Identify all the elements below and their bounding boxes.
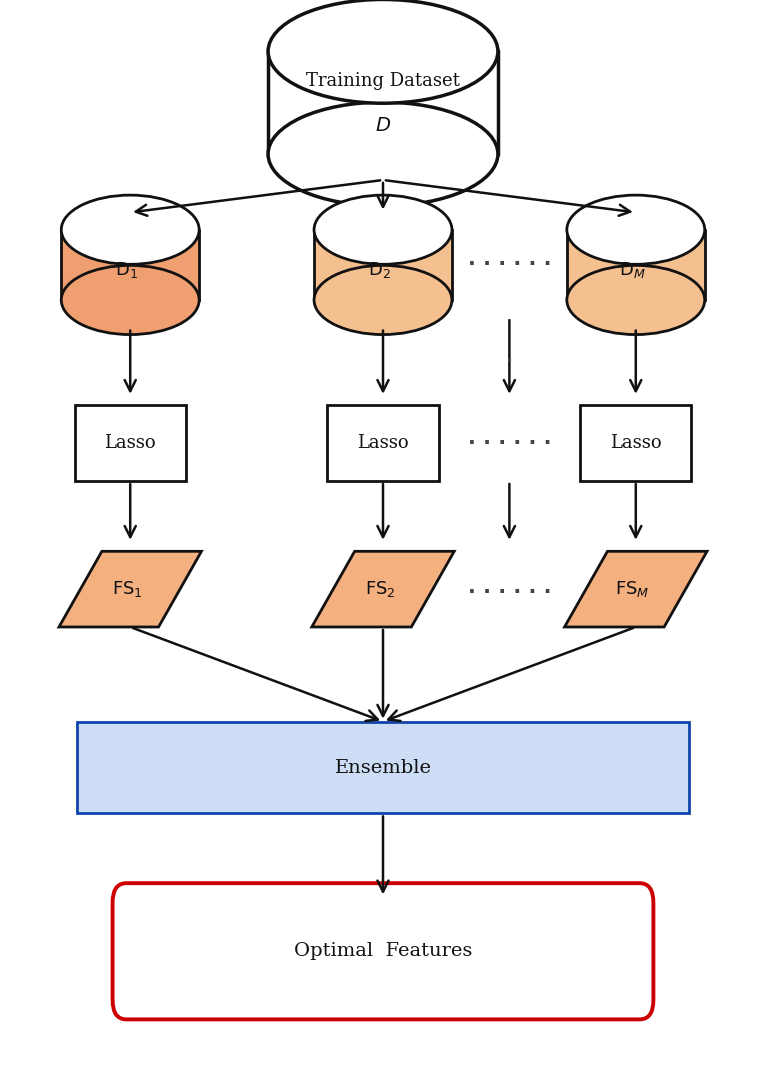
- Polygon shape: [567, 229, 705, 299]
- Ellipse shape: [268, 102, 498, 205]
- FancyBboxPatch shape: [328, 405, 438, 481]
- Text: Ensemble: Ensemble: [335, 759, 431, 776]
- Text: $\mathrm{D}_{M}$: $\mathrm{D}_{M}$: [619, 261, 645, 280]
- Text: $\mathrm{FS}_{1}$: $\mathrm{FS}_{1}$: [112, 579, 142, 599]
- Polygon shape: [314, 229, 452, 299]
- Text: $\mathrm{D}_{2}$: $\mathrm{D}_{2}$: [368, 261, 391, 280]
- FancyBboxPatch shape: [75, 405, 185, 481]
- Text: $\mathrm{D}_{1}$: $\mathrm{D}_{1}$: [115, 261, 138, 280]
- Text: . . . . . .: . . . . . .: [467, 577, 552, 597]
- Text: .: .: [505, 341, 514, 368]
- FancyBboxPatch shape: [113, 883, 653, 1019]
- Text: $\mathrm{FS}_{M}$: $\mathrm{FS}_{M}$: [615, 579, 650, 599]
- Ellipse shape: [61, 195, 199, 265]
- Polygon shape: [268, 51, 498, 154]
- Polygon shape: [59, 551, 201, 627]
- Text: $\mathrm{FS}_{2}$: $\mathrm{FS}_{2}$: [365, 579, 395, 599]
- FancyBboxPatch shape: [581, 405, 691, 481]
- Polygon shape: [312, 551, 454, 627]
- Text: Training Dataset: Training Dataset: [306, 72, 460, 90]
- Polygon shape: [61, 229, 199, 299]
- Ellipse shape: [268, 0, 498, 104]
- Ellipse shape: [314, 265, 452, 335]
- FancyBboxPatch shape: [77, 722, 689, 814]
- Ellipse shape: [567, 265, 705, 335]
- Text: . . . . . .: . . . . . .: [467, 428, 552, 448]
- Polygon shape: [565, 551, 707, 627]
- Text: $D$: $D$: [375, 118, 391, 135]
- Text: Lasso: Lasso: [610, 435, 662, 452]
- Text: Lasso: Lasso: [357, 435, 409, 452]
- Ellipse shape: [567, 195, 705, 265]
- Text: Lasso: Lasso: [104, 435, 156, 452]
- Text: Optimal  Features: Optimal Features: [294, 943, 472, 960]
- Ellipse shape: [314, 195, 452, 265]
- Ellipse shape: [61, 265, 199, 335]
- Text: . . . . . .: . . . . . .: [467, 250, 552, 269]
